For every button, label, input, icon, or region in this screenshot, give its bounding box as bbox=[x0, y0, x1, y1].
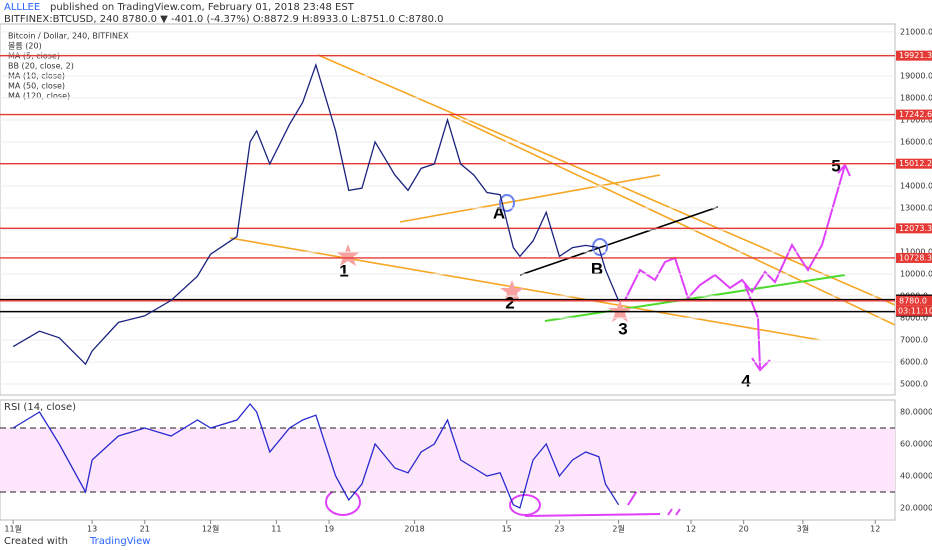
drawings bbox=[229, 54, 896, 517]
trend-line bbox=[229, 237, 821, 341]
y-tick-label: 7000.0 bbox=[900, 335, 928, 344]
x-tick-label: 13 bbox=[87, 525, 97, 534]
projection bbox=[624, 163, 851, 301]
publisher: ALLLEE bbox=[4, 2, 40, 13]
x-tick-label: 12 bbox=[870, 525, 880, 534]
x-tick-label: 15 bbox=[502, 525, 512, 534]
trend-line bbox=[544, 274, 846, 322]
data-line bbox=[12, 402, 620, 509]
level-tag bbox=[896, 158, 932, 169]
level-tag bbox=[896, 295, 932, 306]
y-tick-label: 14000.0 bbox=[900, 181, 932, 190]
countdown-tag bbox=[896, 305, 932, 316]
trend-line bbox=[449, 114, 896, 326]
y-tick-label: 5000.0 bbox=[900, 379, 928, 388]
legend-entry: 볼륨 (20) bbox=[8, 41, 42, 51]
trend-line bbox=[317, 54, 896, 306]
countdown: 03:11:10 bbox=[898, 306, 932, 315]
x-tick-label: 21 bbox=[140, 525, 150, 534]
x-tick-label: 12월 bbox=[202, 524, 220, 534]
level-label: 15012.2 bbox=[899, 159, 932, 168]
level-label: 8780.0 bbox=[899, 296, 927, 305]
legend-entry: BB (20, close, 2) bbox=[8, 62, 74, 71]
symbol-line: BITFINEX:BTCUSD, 240 8780.0 ▼ -401.0 (-4… bbox=[4, 14, 444, 25]
star bbox=[500, 280, 524, 302]
legend-entry: MA (50, close) bbox=[8, 82, 65, 91]
y-tick-label: 13000.0 bbox=[900, 203, 932, 212]
published: published on TradingView.com, February 0… bbox=[50, 2, 355, 13]
footer-brand: TradingView bbox=[89, 536, 150, 547]
level-tag bbox=[896, 50, 932, 61]
panel-border bbox=[0, 23, 896, 396]
trend-line bbox=[519, 206, 719, 276]
rsi-drawing bbox=[524, 449, 681, 517]
level-label: 17242.6 bbox=[899, 110, 932, 119]
level-tag bbox=[896, 223, 932, 234]
x-tick-label: 12 bbox=[686, 525, 696, 534]
y-tick-label: 6000.0 bbox=[900, 357, 928, 366]
annotation: 4 bbox=[741, 371, 751, 390]
y-tick-label: 16000.0 bbox=[900, 137, 932, 146]
y-tick-label: 20.0000 bbox=[900, 504, 932, 513]
annotation: 2 bbox=[505, 293, 514, 312]
data-line bbox=[12, 62, 620, 366]
annotation: 5 bbox=[831, 156, 840, 175]
annotation: 1 bbox=[339, 261, 348, 280]
footer-created: Created with bbox=[4, 536, 68, 547]
y-tick-label: 21000.0 bbox=[900, 27, 932, 36]
y-tick-label: 8000.0 bbox=[900, 313, 928, 322]
level-label: 10728.3 bbox=[899, 253, 932, 262]
rsi-title: RSI (14, close) bbox=[4, 402, 76, 413]
y-tick-label: 80.0000 bbox=[900, 408, 932, 417]
level-label: 19921.3 bbox=[899, 51, 932, 60]
x-tick-label: 2월 bbox=[612, 524, 624, 534]
x-tick-label: 11 bbox=[271, 525, 281, 534]
y-tick-label: 18000.0 bbox=[900, 93, 932, 102]
legend-entry: MA (120, close) bbox=[8, 92, 70, 101]
trend-line bbox=[399, 174, 661, 223]
y-tick-label: 17000.0 bbox=[900, 115, 932, 124]
x-tick-label: 11월 bbox=[4, 524, 22, 534]
y-tick-label: 11000.0 bbox=[900, 247, 932, 256]
x-tick-label: 23 bbox=[554, 525, 564, 534]
level-label: 12073.3 bbox=[899, 224, 932, 233]
rsi-band bbox=[0, 428, 895, 492]
x-tick-label: 20 bbox=[739, 525, 749, 534]
legend-entry: Bitcoin / Dollar, 240, BITFINEX bbox=[8, 32, 129, 41]
level-tag bbox=[896, 109, 932, 120]
y-tick-label: 60.0000 bbox=[900, 440, 932, 449]
level-tag bbox=[896, 252, 932, 263]
x-tick-label: 3월 bbox=[797, 524, 809, 534]
annotation: B bbox=[591, 259, 603, 278]
annotation: 3 bbox=[618, 319, 627, 338]
y-tick-label: 40.0000 bbox=[900, 472, 932, 481]
star bbox=[336, 244, 360, 266]
y-tick-label: 10000.0 bbox=[900, 269, 932, 278]
marker-circle bbox=[499, 194, 515, 212]
x-tick-label: 19 bbox=[324, 525, 334, 534]
y-tick-label: 19000.0 bbox=[900, 71, 932, 80]
x-tick-label: 2018 bbox=[404, 525, 424, 534]
